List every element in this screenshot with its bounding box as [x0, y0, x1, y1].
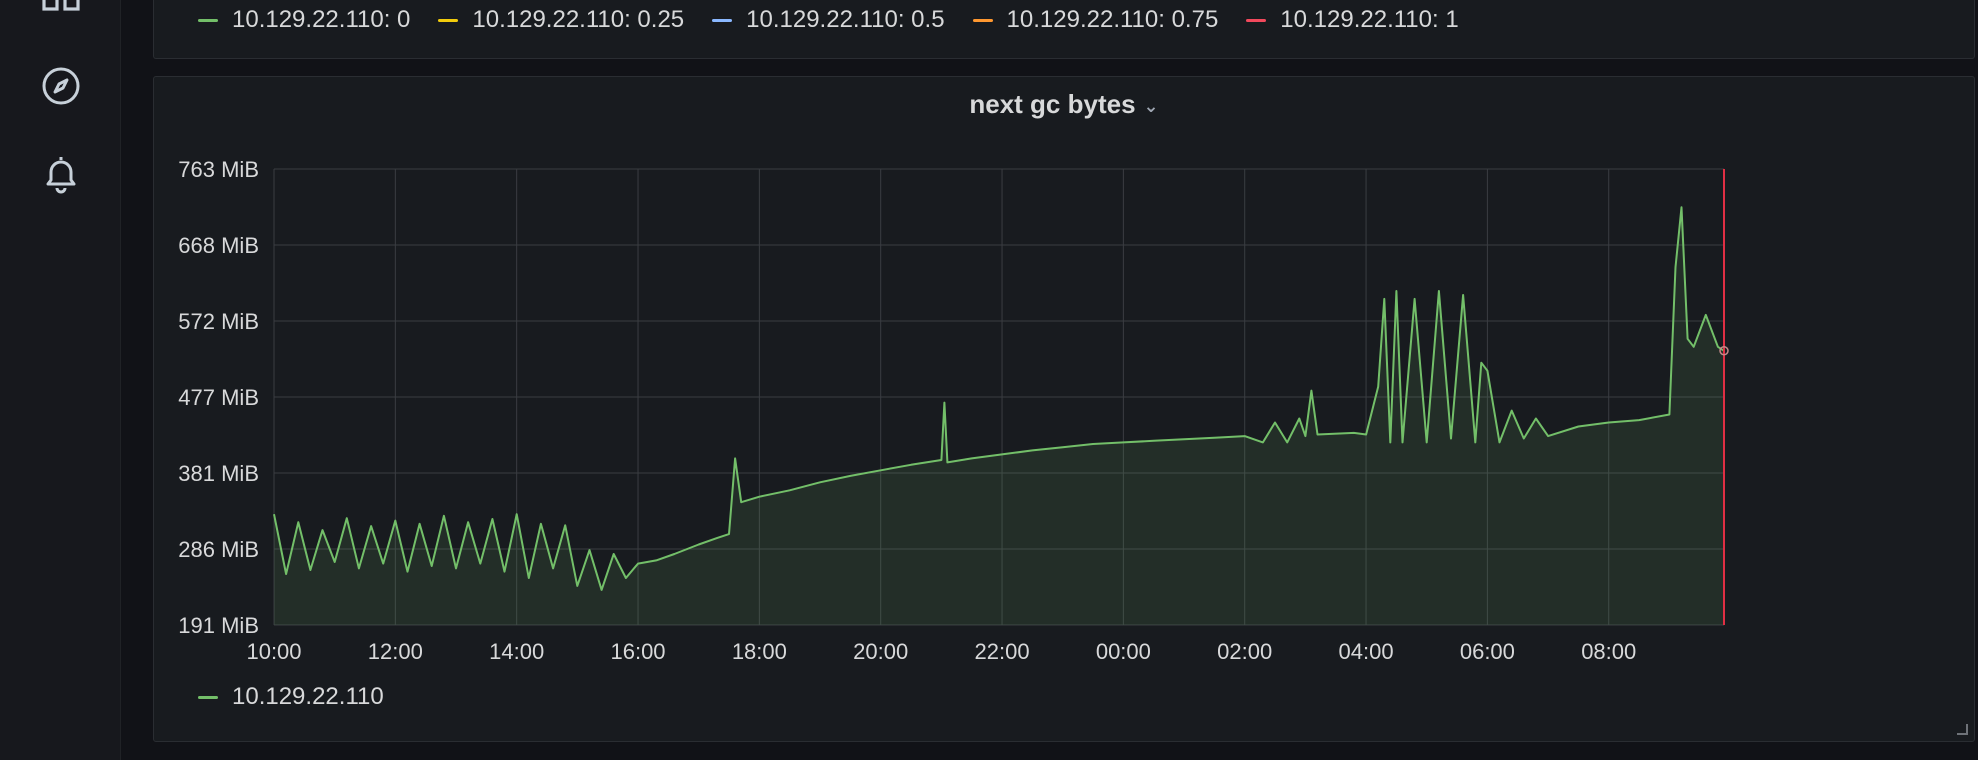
quantile-legend-item[interactable]: 10.129.22.110: 0.75 [972, 6, 1219, 34]
x-tick-label: 18:00 [732, 639, 787, 664]
legend-swatch [198, 18, 218, 22]
x-tick-label: 10:00 [246, 639, 301, 664]
x-tick-label: 08:00 [1581, 639, 1636, 664]
x-tick-label: 06:00 [1460, 639, 1515, 664]
legend-label: 10.129.22.110: 0.75 [1006, 6, 1219, 33]
time-series-graph[interactable]: 191 MiB 286 MiB 381 MiB 477 MiB 572 MiB 668 M… [154, 77, 1974, 741]
x-tick-label: 22:00 [975, 639, 1030, 664]
quantiles-panel: 10.129.22.110: 0 10.129.22.110: 0.25 10.12… [153, 0, 1975, 59]
quantiles-legend: 10.129.22.110: 0 10.129.22.110: 0.25 10.12… [198, 6, 1487, 34]
y-tick-label: 763 MiB [178, 157, 259, 182]
dashboards-icon[interactable] [40, 0, 82, 32]
legend-swatch [712, 18, 733, 22]
legend-swatch [198, 695, 218, 699]
x-tick-label: 00:00 [1096, 639, 1151, 664]
x-tick-label: 12:00 [368, 639, 423, 664]
x-tick-label: 14:00 [489, 639, 544, 664]
x-tick-label: 02:00 [1217, 639, 1272, 664]
y-tick-label: 668 MiB [178, 233, 259, 258]
legend-swatch [438, 18, 459, 22]
x-axis: 10:00 12:00 14:00 16:00 18:00 20:00 22:00 00:00… [246, 639, 1636, 664]
legend-label: 10.129.22.110: 1 [1280, 6, 1459, 33]
legend-swatch [972, 18, 993, 22]
x-tick-label: 04:00 [1339, 639, 1394, 664]
y-tick-label: 286 MiB [178, 537, 259, 562]
quantile-legend-item[interactable]: 10.129.22.110: 1 [1246, 6, 1459, 34]
series-line [273, 206, 1725, 591]
series-legend-item[interactable]: 10.129.22.110 [198, 683, 384, 711]
legend-label: 10.129.22.110: 0.25 [472, 6, 685, 33]
next-gc-bytes-panel: next gc bytes ⌄ 191 MiB 286 MiB 381 MiB 477 … [153, 76, 1975, 742]
legend-label: 10.129.22.110 [232, 683, 384, 710]
panel-title: next gc bytes [969, 89, 1136, 119]
x-tick-label: 20:00 [853, 639, 908, 664]
quantile-legend-item[interactable]: 10.129.22.110: 0 [198, 6, 410, 34]
series-area-fill [274, 207, 1724, 626]
quantile-legend-item[interactable]: 10.129.22.110: 0.5 [712, 6, 945, 34]
legend-label: 10.129.22.110: 0.5 [746, 6, 945, 33]
chevron-down-icon[interactable]: ⌄ [1143, 95, 1159, 116]
panel-header[interactable]: next gc bytes ⌄ [154, 89, 1974, 120]
quantile-legend-item[interactable]: 10.129.22.110: 0.25 [438, 6, 684, 34]
explore-compass-icon[interactable] [40, 65, 82, 107]
legend-swatch [1246, 18, 1267, 22]
y-axis: 191 MiB 286 MiB 381 MiB 477 MiB 572 MiB 668 M… [178, 157, 259, 638]
y-tick-label: 477 MiB [178, 385, 259, 410]
series-end-point [1719, 346, 1729, 356]
side-menu [0, 0, 121, 760]
y-tick-label: 572 MiB [178, 309, 259, 334]
legend-label: 10.129.22.110: 0 [232, 6, 411, 33]
y-tick-label: 191 MiB [178, 613, 259, 638]
alerting-bell-icon[interactable] [40, 152, 82, 194]
x-tick-label: 16:00 [610, 639, 665, 664]
y-tick-label: 381 MiB [178, 461, 259, 486]
series-legend: 10.129.22.110 [198, 683, 412, 711]
resize-handle-icon[interactable] [1954, 721, 1968, 735]
